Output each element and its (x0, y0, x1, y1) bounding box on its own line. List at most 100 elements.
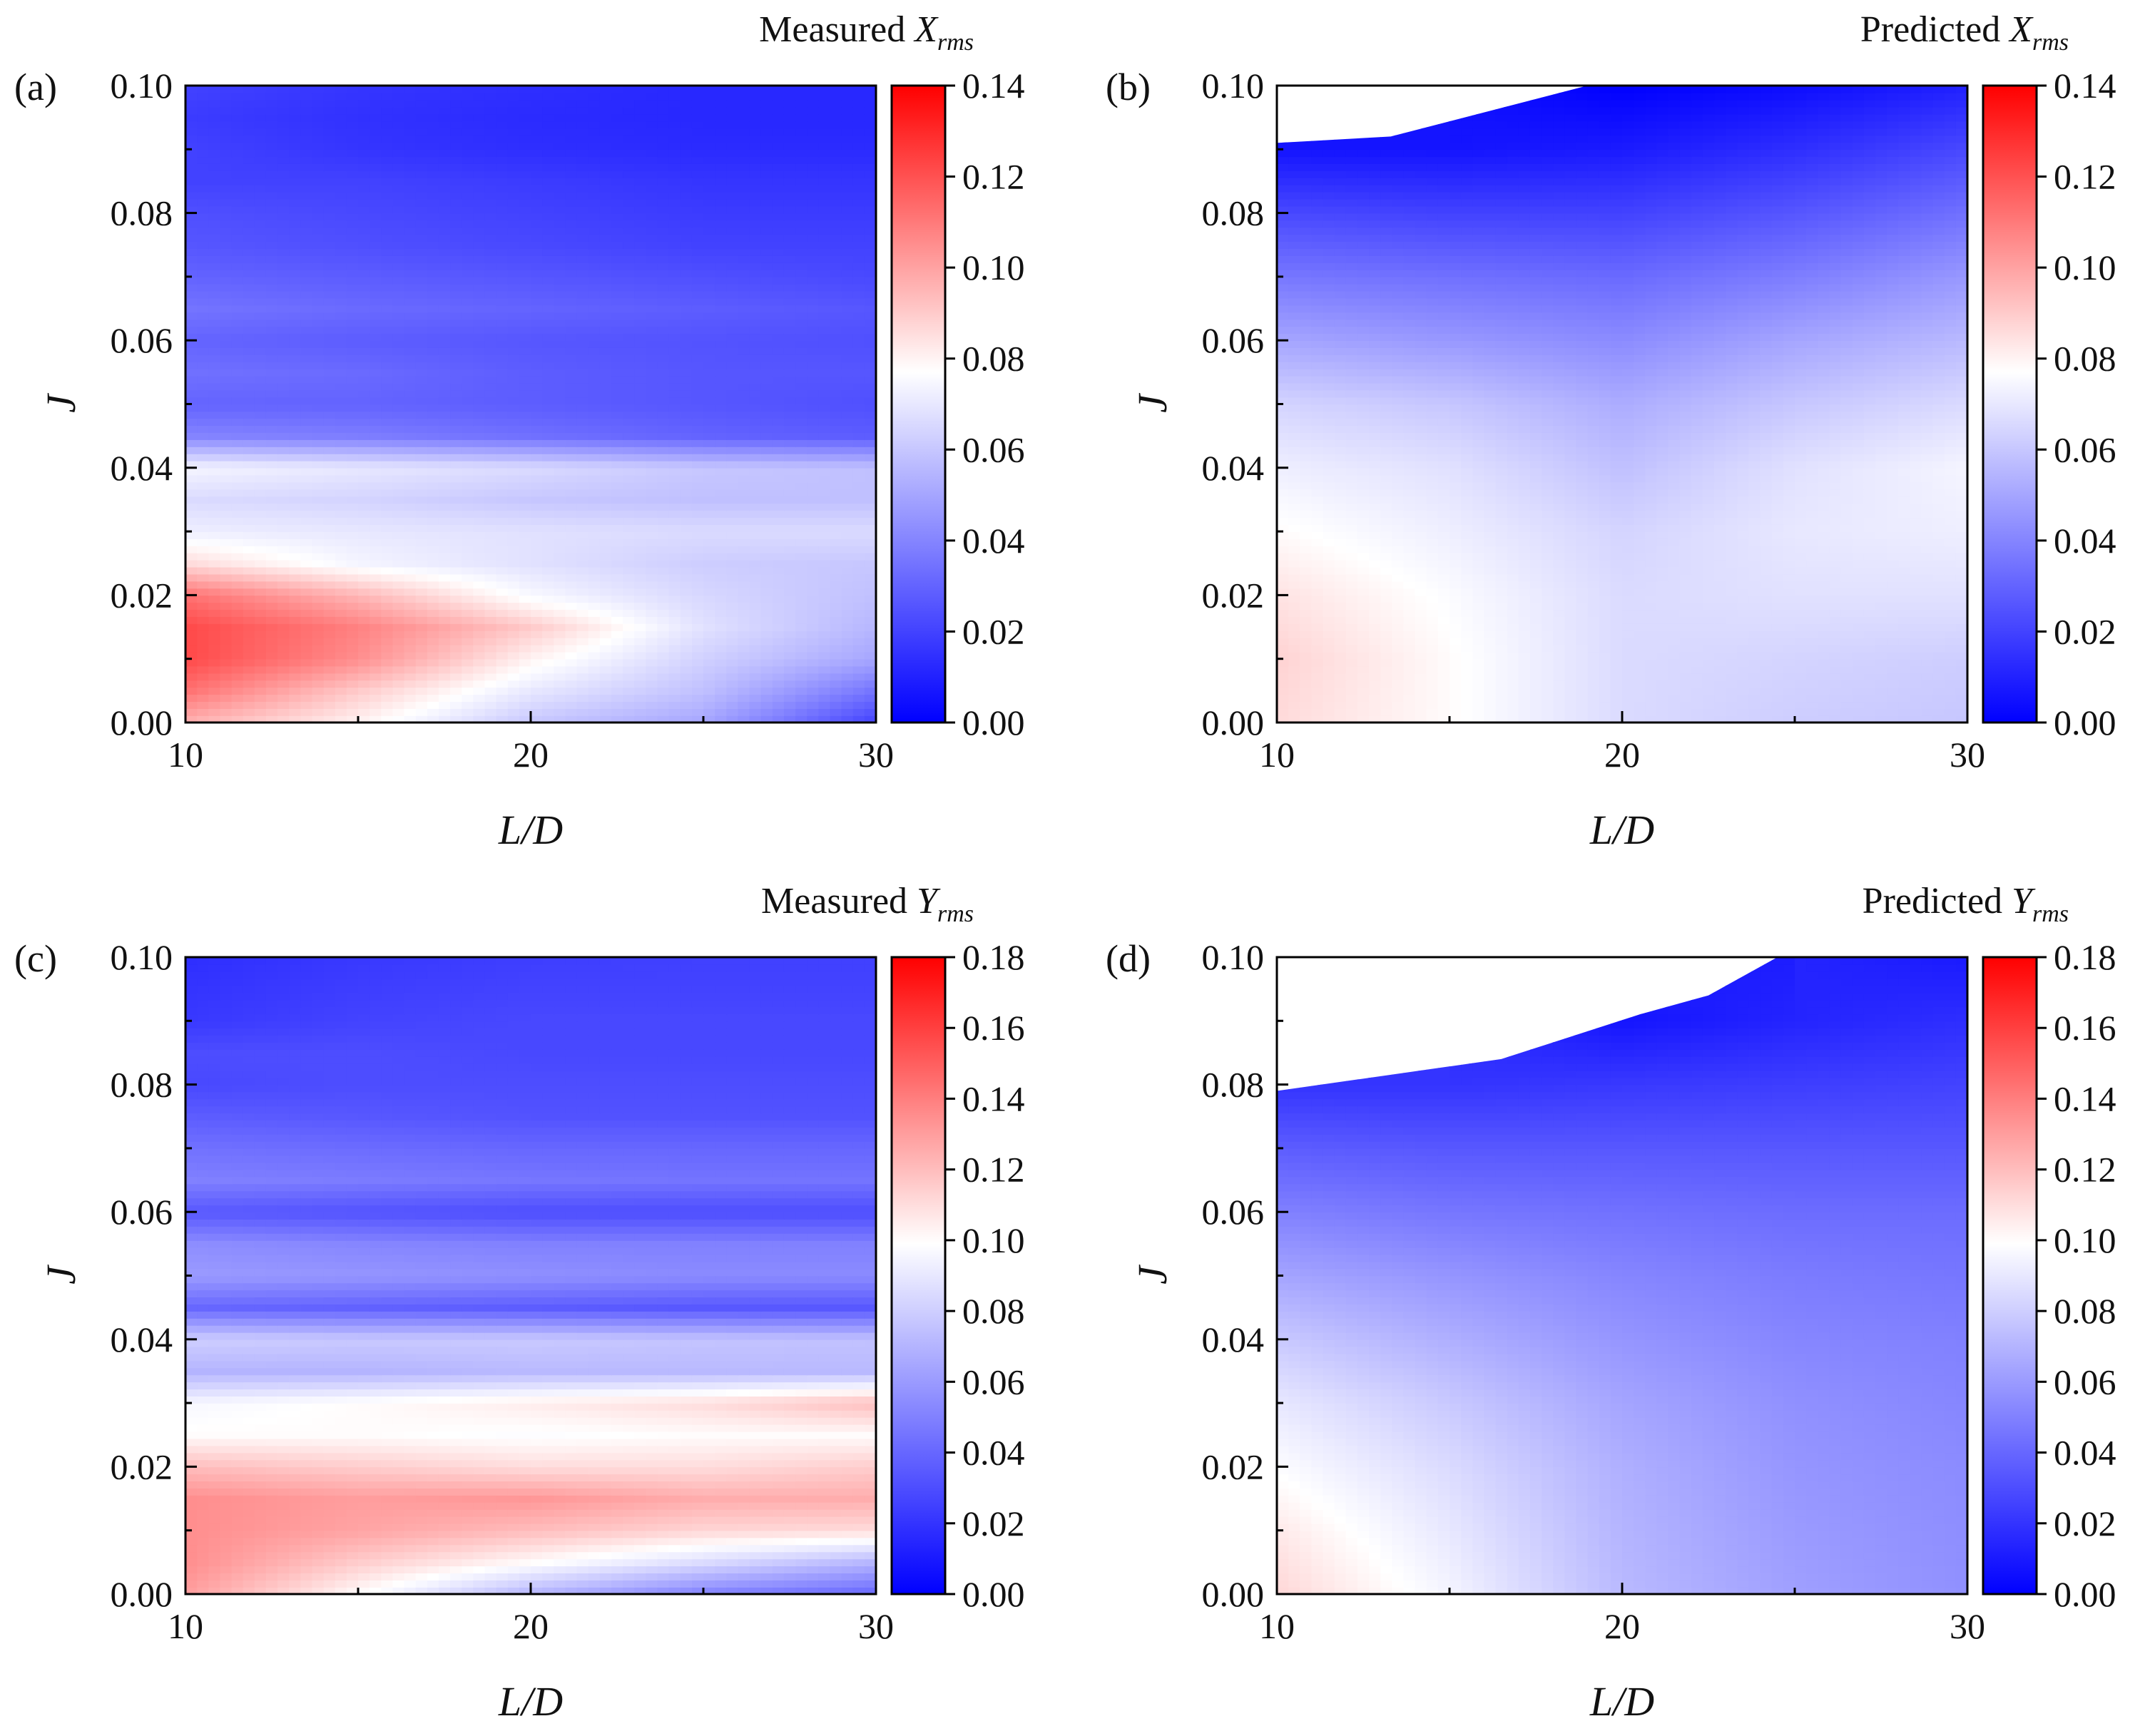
heatmap-cell (220, 467, 233, 476)
heatmap-cell (289, 517, 302, 525)
heatmap-cell (852, 397, 865, 405)
heatmap-cell (243, 566, 255, 575)
heatmap-cell (565, 545, 578, 553)
heatmap-cell (668, 715, 681, 723)
heatmap-cell (668, 297, 681, 306)
heatmap-cell (462, 715, 474, 723)
heatmap-cell (554, 687, 566, 695)
heatmap-cell (703, 290, 715, 299)
heatmap-cell (243, 411, 255, 419)
heatmap-cell (680, 432, 693, 440)
heatmap-cell (346, 128, 359, 136)
heatmap-cell (715, 701, 728, 709)
heatmap-cell (783, 566, 796, 575)
heatmap-cell (531, 241, 543, 250)
heatmap-cell (749, 397, 762, 405)
heatmap-cell (680, 489, 693, 497)
heatmap-cell (254, 588, 267, 596)
heatmap-cell (335, 559, 347, 568)
heatmap-cell (565, 290, 578, 299)
heatmap-cell (254, 658, 267, 667)
heatmap-cell (289, 432, 302, 440)
heatmap-cell (760, 715, 773, 723)
heatmap-cell (646, 305, 658, 313)
heatmap-cell (381, 481, 394, 490)
heatmap-cell (484, 687, 497, 695)
heatmap-cell (623, 269, 635, 277)
heatmap-cell (703, 156, 715, 164)
heatmap-cell (312, 319, 325, 327)
heatmap-cell (738, 198, 750, 207)
heatmap-cell (277, 439, 290, 447)
heatmap-cell (634, 156, 647, 164)
heatmap-cell (220, 595, 233, 603)
heatmap-cell (185, 297, 198, 306)
heatmap-cell (220, 496, 233, 504)
heatmap-cell (265, 687, 278, 695)
heatmap-cell (657, 425, 670, 433)
heatmap-cell (760, 708, 773, 716)
heatmap-cell (588, 432, 601, 440)
heatmap-cell (691, 708, 704, 716)
heatmap-cell (335, 694, 347, 703)
heatmap-cell (231, 694, 244, 703)
heatmap-cell (243, 637, 255, 645)
heatmap-cell (346, 283, 359, 292)
heatmap-cell (404, 496, 417, 504)
heatmap-cell (220, 665, 233, 674)
heatmap-cell (519, 644, 531, 653)
heatmap-cell (323, 432, 336, 440)
heatmap-cell (185, 489, 198, 497)
heatmap-cell (795, 163, 807, 171)
heatmap-cell (289, 191, 302, 200)
heatmap-cell (185, 503, 198, 511)
heatmap-cell (646, 673, 658, 681)
heatmap-cell (289, 156, 302, 164)
heatmap-cell (519, 538, 531, 546)
heatmap-cell (634, 602, 647, 611)
heatmap-cell (818, 305, 831, 313)
heatmap-cell (738, 446, 750, 454)
heatmap-cell (668, 623, 681, 631)
heatmap-cell (760, 623, 773, 631)
heatmap-cell (783, 389, 796, 398)
heatmap-cell (185, 283, 198, 292)
heatmap-cell (668, 701, 681, 709)
heatmap-cell (404, 340, 417, 348)
heatmap-cell (208, 644, 221, 653)
heatmap-cell (668, 354, 681, 362)
heatmap-cell (370, 680, 382, 688)
heatmap-cell (415, 368, 428, 377)
heatmap-cell (404, 156, 417, 164)
heatmap-cell (289, 595, 302, 603)
heatmap-cell (231, 375, 244, 384)
heatmap-cell (358, 290, 370, 299)
heatmap-cell (427, 156, 439, 164)
heatmap-cell (346, 531, 359, 539)
heatmap-cell (277, 566, 290, 575)
heatmap-cell (623, 290, 635, 299)
heatmap-cell (715, 644, 728, 653)
heatmap-cell (254, 573, 267, 582)
heatmap-cell (323, 545, 336, 553)
heatmap-cell (507, 432, 520, 440)
heatmap-cell (358, 453, 370, 461)
heatmap-cell (450, 609, 462, 617)
heatmap-cell (381, 545, 394, 553)
heatmap-cell (749, 489, 762, 497)
heatmap-cell (231, 496, 244, 504)
heatmap-cell (346, 616, 359, 624)
heatmap-cell (646, 262, 658, 270)
heatmap-cell (634, 262, 647, 270)
heatmap-cell (381, 687, 394, 695)
heatmap-cell (496, 496, 509, 504)
heatmap-cell (323, 559, 336, 568)
heatmap-cell (749, 404, 762, 412)
heatmap-cell (668, 170, 681, 178)
heatmap-cell (323, 283, 336, 292)
heatmap-cell (726, 198, 739, 207)
heatmap-cell (346, 234, 359, 242)
heatmap-cell (254, 680, 267, 688)
heatmap-cell (565, 326, 578, 335)
heatmap-cell (312, 276, 325, 285)
